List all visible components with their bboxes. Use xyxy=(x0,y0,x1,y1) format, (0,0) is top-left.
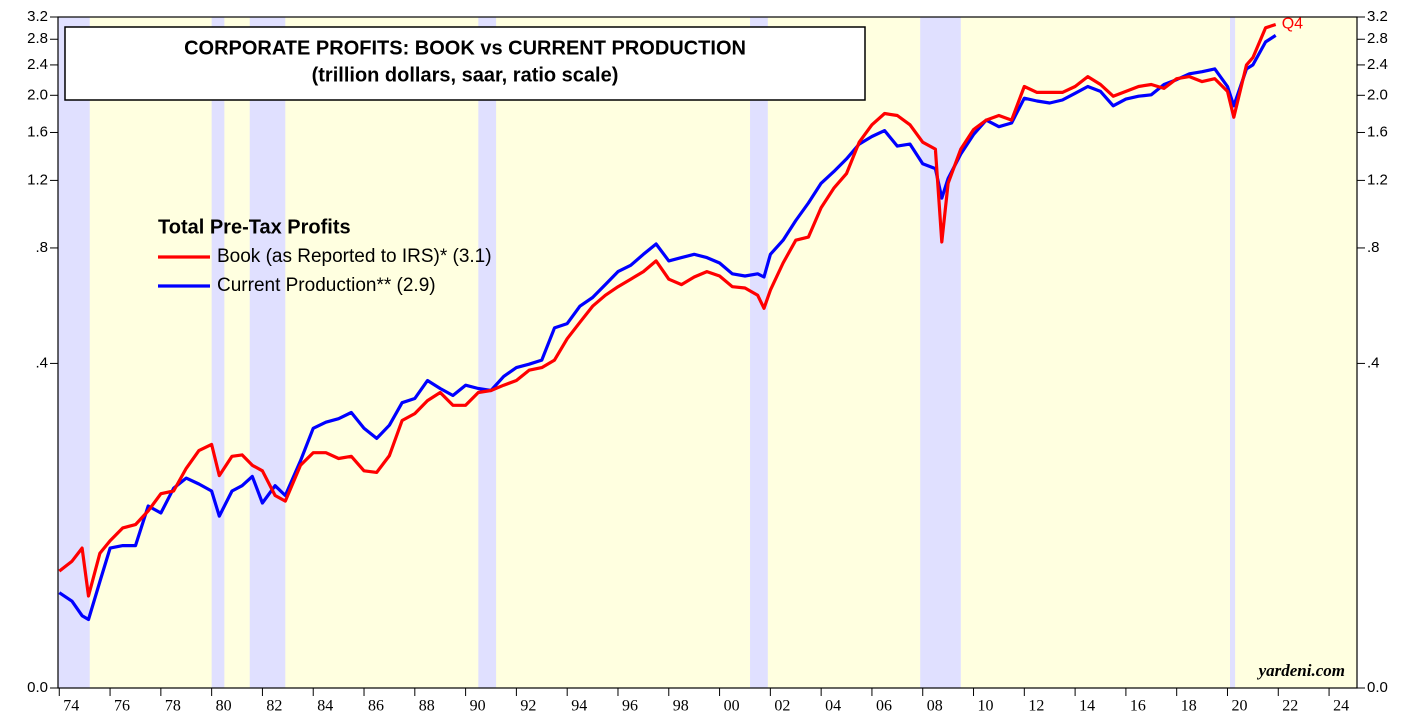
x-tick-label: 06 xyxy=(876,698,892,715)
x-tick-label: 00 xyxy=(724,698,740,715)
title-box xyxy=(64,26,866,101)
x-tick-label: 92 xyxy=(520,698,536,715)
chart-title: CORPORATE PROFITS: BOOK vs CURRENT PRODU… xyxy=(184,37,746,59)
x-tick-label: 22 xyxy=(1282,698,1298,715)
y-tick-label: 2.8 xyxy=(1367,30,1388,47)
source: yardeni.com xyxy=(1257,661,1345,680)
legend-title: Total Pre-Tax Profits xyxy=(158,216,351,238)
recession-band xyxy=(750,17,768,688)
plot-frame xyxy=(57,16,1358,689)
x-tick-label: 20 xyxy=(1231,698,1247,715)
y-tick-label: .4 xyxy=(35,354,48,371)
x-tick-label: 74 xyxy=(63,698,79,715)
x-tick-label: 18 xyxy=(1181,698,1197,715)
x-tick-label: 84 xyxy=(317,698,333,715)
recession-band xyxy=(58,17,90,688)
x-tick-label: 94 xyxy=(571,698,587,715)
y-tick-label: 0.0 xyxy=(1367,679,1388,696)
recession-band xyxy=(249,17,286,688)
recession-band xyxy=(211,17,225,688)
y-tick-label: 2.0 xyxy=(27,86,48,103)
y-tick-label: 1.6 xyxy=(1367,123,1388,140)
legend-label: Current Production** (2.9) xyxy=(217,275,436,296)
y-tick-label: 1.2 xyxy=(1367,171,1388,188)
x-tick-label: 86 xyxy=(368,698,384,715)
y-tick-label: 2.4 xyxy=(27,56,48,73)
x-tick-label: 98 xyxy=(673,698,689,715)
y-tick-label: 3.2 xyxy=(27,8,48,25)
x-tick-label: 96 xyxy=(622,698,638,715)
y-tick-label: .4 xyxy=(1367,354,1380,371)
x-tick-label: 24 xyxy=(1333,698,1349,715)
x-tick-label: 90 xyxy=(470,698,486,715)
x-tick-label: 08 xyxy=(927,698,943,715)
x-tick-label: 02 xyxy=(774,698,790,715)
legend-label: Book (as Reported to IRS)* (3.1) xyxy=(217,246,492,267)
y-tick-label: 2.8 xyxy=(27,30,48,47)
y-tick-label: 2.0 xyxy=(1367,86,1388,103)
x-tick-label: 04 xyxy=(825,698,841,715)
x-tick-label: 10 xyxy=(978,698,994,715)
y-tick-label: 0.0 xyxy=(27,679,48,696)
recession-band xyxy=(920,17,961,688)
y-tick-label: 1.2 xyxy=(27,171,48,188)
series-line xyxy=(58,34,1277,622)
x-tick-label: 80 xyxy=(216,698,232,715)
x-tick-label: 16 xyxy=(1130,698,1146,715)
y-tick-label: .8 xyxy=(1367,239,1380,256)
x-tick-label: 78 xyxy=(165,698,181,715)
chart-subtitle: (trillion dollars, saar, ratio scale) xyxy=(312,64,619,86)
y-tick-label: .8 xyxy=(35,239,48,256)
x-tick-label: 76 xyxy=(114,698,130,715)
x-tick-label: 14 xyxy=(1079,698,1095,715)
recession-band xyxy=(478,17,497,688)
y-tick-label: 3.2 xyxy=(1367,8,1388,25)
x-tick-label: 12 xyxy=(1028,698,1044,715)
y-tick-label: 2.4 xyxy=(1367,56,1388,73)
x-tick-label: 82 xyxy=(266,698,282,715)
recession-band xyxy=(1230,17,1236,688)
y-tick-label: 1.6 xyxy=(27,123,48,140)
series-line xyxy=(58,22,1277,598)
x-tick-label: 88 xyxy=(419,698,435,715)
annotation: Q4 xyxy=(1282,16,1303,33)
